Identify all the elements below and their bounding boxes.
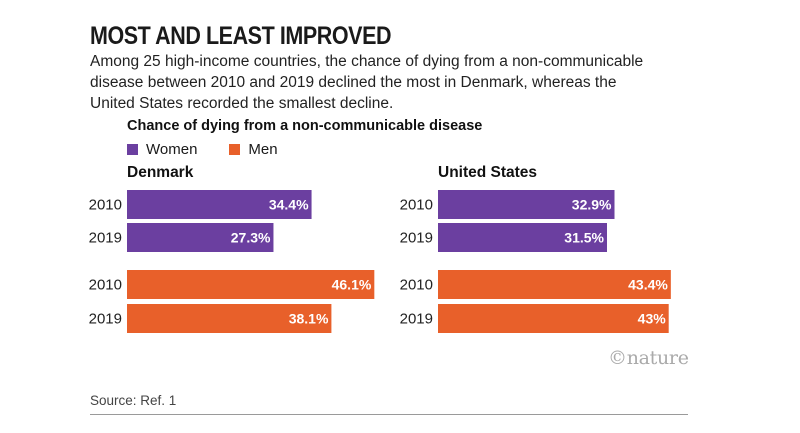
year-label-denmark-men-2019: 2019 (89, 311, 122, 328)
chart-title: MOST AND LEAST IMPROVED (90, 22, 392, 50)
legend-item-men: Men (229, 141, 278, 158)
year-label-denmark-women-2010: 2010 (89, 197, 122, 214)
chart-heading: Chance of dying from a non-communicable … (127, 118, 483, 134)
value-label-denmark-women-2019: 27.3% (231, 230, 271, 246)
legend: Women Men (127, 141, 278, 158)
footer-divider (90, 414, 688, 415)
value-label-denmark-men-2019: 38.1% (289, 311, 329, 327)
legend-swatch-men (229, 144, 241, 155)
value-label-united-states-men-2010: 43.4% (628, 277, 668, 293)
bar-denmark-men-2010 (127, 270, 375, 299)
bar-united-states-men-2010 (438, 270, 671, 299)
value-label-united-states-men-2019: 43% (638, 311, 667, 327)
panel-title-denmark: Denmark (127, 164, 194, 181)
source-note: Source: Ref. 1 (90, 393, 177, 408)
bar-denmark-women-2019 (127, 223, 274, 252)
value-label-united-states-women-2019: 31.5% (564, 230, 604, 246)
year-label-united-states-men-2019: 2019 (400, 311, 433, 328)
year-label-denmark-men-2010: 2010 (89, 277, 122, 294)
chart-subtitle: Among 25 high-income countries, the chan… (90, 53, 644, 112)
panel-title-united-states: United States (438, 164, 538, 181)
bar-denmark-women-2010 (127, 190, 312, 219)
value-label-denmark-men-2010: 46.1% (332, 277, 372, 293)
bar-united-states-women-2010 (438, 190, 615, 219)
year-label-united-states-women-2010: 2010 (400, 197, 433, 214)
year-label-united-states-women-2019: 2019 (400, 230, 433, 247)
legend-swatch-women (127, 144, 138, 155)
nature-logo: ©nature (608, 347, 689, 369)
bar-denmark-men-2019 (127, 304, 332, 333)
legend-label-men: Men (248, 141, 278, 158)
value-label-denmark-women-2010: 34.4% (269, 197, 309, 213)
bar-united-states-men-2019 (438, 304, 669, 333)
bar-united-states-women-2019 (438, 223, 607, 252)
year-label-united-states-men-2010: 2010 (400, 277, 433, 294)
legend-label-women: Women (146, 141, 198, 158)
legend-item-women: Women (127, 141, 197, 158)
value-label-united-states-women-2010: 32.9% (572, 197, 612, 213)
year-label-denmark-women-2019: 2019 (89, 230, 122, 247)
